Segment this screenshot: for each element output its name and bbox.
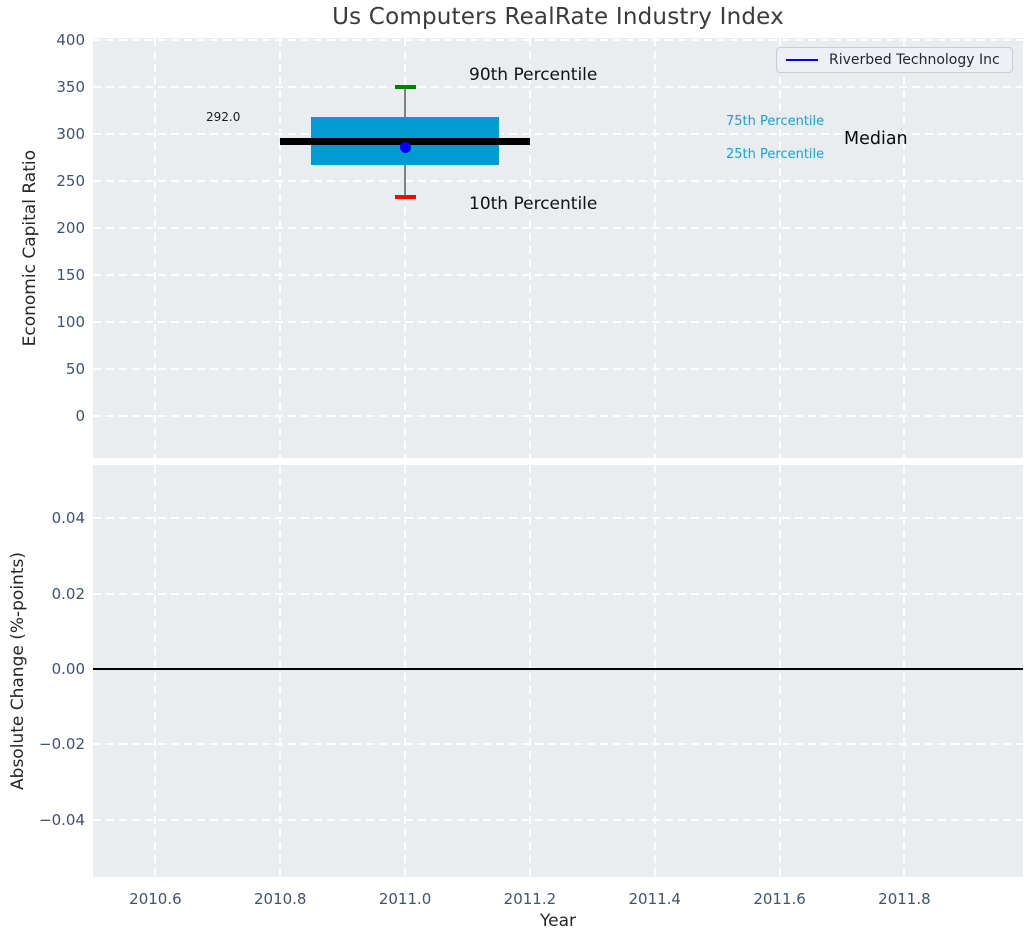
- gridline-v: [404, 38, 407, 458]
- p90-cap: [394, 84, 416, 89]
- chart-title: Us Computers RealRate Industry Index: [332, 4, 784, 30]
- y-tick-label: 50: [65, 359, 85, 378]
- gridline-h: [93, 179, 1023, 182]
- gridline-h: [93, 818, 1023, 821]
- bottom-plot-area: [93, 465, 1023, 877]
- gridline-v: [528, 38, 531, 458]
- legend-line-sample: [786, 58, 818, 62]
- x-tick-label: 2010.8: [253, 890, 307, 908]
- y-tick-label: 200: [56, 218, 85, 237]
- gridline-v: [778, 38, 781, 458]
- median-annotation: Median: [844, 129, 908, 149]
- company-marker: [399, 142, 411, 154]
- y-axis-label-top: Economic Capital Ratio: [20, 149, 40, 347]
- y-tick-label: 0.02: [51, 584, 85, 603]
- gridline-h: [93, 273, 1023, 276]
- y-tick-label: 100: [56, 312, 85, 331]
- gridline-v: [653, 38, 656, 458]
- x-axis-label: Year: [540, 911, 576, 931]
- gridline-h: [93, 226, 1023, 229]
- gridline-v: [279, 465, 282, 877]
- legend: Riverbed Technology Inc: [776, 47, 1013, 73]
- x-tick-label: 2010.6: [129, 890, 182, 908]
- gridline-v: [528, 465, 531, 877]
- x-tick-label: 2011.2: [503, 890, 557, 908]
- p25-annotation: 25th Percentile: [726, 147, 825, 162]
- gridline-h: [93, 132, 1023, 135]
- y-tick-label: 250: [56, 171, 85, 190]
- gridline-h: [93, 38, 1023, 41]
- gridline-h: [93, 320, 1023, 323]
- y-tick-label: 0: [75, 406, 85, 425]
- p10-annotation: 10th Percentile: [469, 194, 598, 214]
- x-tick-label: 2011.6: [753, 890, 806, 908]
- gridline-h: [93, 85, 1023, 88]
- y-tick-label: −0.04: [39, 810, 85, 829]
- y-tick-label: 150: [56, 265, 85, 284]
- top-plot-area: [93, 38, 1023, 458]
- gridline-h: [93, 592, 1023, 595]
- zero-line: [93, 668, 1023, 671]
- p75-annotation: 75th Percentile: [726, 114, 825, 129]
- y-tick-label: −0.02: [39, 735, 85, 754]
- gridline-v: [903, 465, 906, 877]
- gridline-v: [778, 465, 781, 877]
- median-value-annotation: 292.0: [206, 110, 241, 124]
- gridline-v: [404, 465, 407, 877]
- x-tick-label: 2011.8: [878, 890, 931, 908]
- gridline-v: [154, 38, 157, 458]
- gridline-h: [93, 743, 1023, 746]
- p10-cap: [394, 194, 416, 199]
- gridline-h: [93, 367, 1023, 370]
- gridline-v: [279, 38, 282, 458]
- gridline-v: [154, 465, 157, 877]
- gridline-h: [93, 517, 1023, 520]
- y-tick-label: 0.00: [51, 660, 85, 679]
- p90-annotation: 90th Percentile: [469, 65, 598, 85]
- y-tick-label: 0.04: [51, 509, 85, 528]
- y-tick-label: 400: [56, 30, 85, 49]
- x-tick-label: 2011.4: [628, 890, 681, 908]
- x-tick-label: 2011.0: [378, 890, 432, 908]
- gridline-h: [93, 414, 1023, 417]
- legend-label: Riverbed Technology Inc: [829, 52, 1000, 68]
- gridline-v: [653, 465, 656, 877]
- median-line: [280, 137, 530, 145]
- y-tick-label: 350: [56, 77, 85, 96]
- gridline-v: [903, 38, 906, 458]
- y-tick-label: 300: [56, 124, 85, 143]
